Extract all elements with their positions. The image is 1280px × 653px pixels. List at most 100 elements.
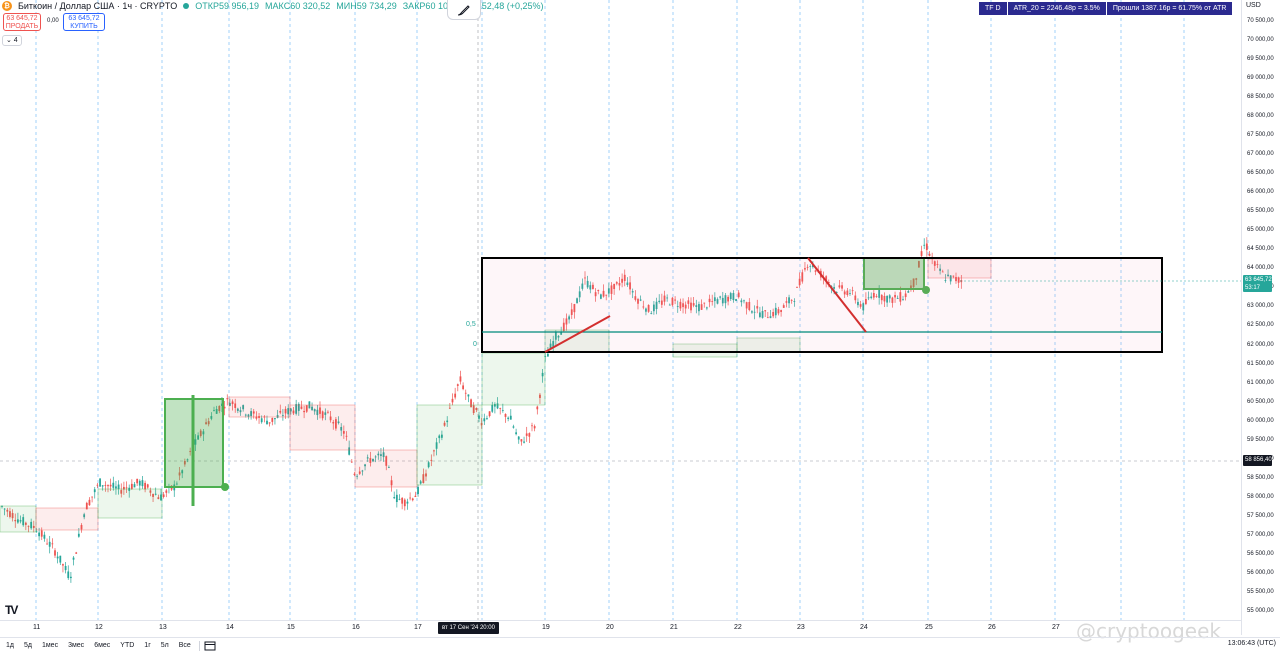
candle-body	[512, 426, 515, 428]
candle-body	[780, 310, 782, 312]
candle-body	[774, 307, 777, 316]
candle-body	[756, 306, 759, 309]
candle-body	[528, 433, 531, 437]
candle-body	[141, 480, 144, 487]
candle-body	[790, 299, 793, 301]
timeframe-button[interactable]: YTD	[120, 642, 135, 649]
candle-body	[419, 481, 422, 484]
candle-body	[509, 415, 512, 420]
candle-body	[936, 264, 939, 265]
timeframe-button[interactable]: 6мес	[94, 642, 111, 649]
candle-body	[833, 287, 835, 289]
utc-clock[interactable]: 13:06:43 (UTC)	[1227, 640, 1276, 647]
price-tick: 62 500,00	[1247, 322, 1274, 329]
candle-body	[117, 484, 120, 489]
buy-button[interactable]: 63 645,72 КУПИТЬ	[63, 13, 105, 31]
candle-body	[732, 293, 735, 301]
candle-body	[557, 336, 560, 338]
candle-body	[395, 494, 398, 503]
daily-range-box	[35, 507, 99, 531]
price-chart[interactable]	[0, 0, 1241, 620]
candle-body	[944, 280, 947, 281]
candle-body	[93, 489, 96, 493]
price-tick: 55 000,00	[1247, 607, 1274, 614]
candle-body	[947, 274, 949, 276]
daily-range-box	[354, 449, 418, 488]
candle-body	[759, 312, 761, 317]
timeframe-button[interactable]: 1д	[6, 642, 14, 649]
crosshair-time-tag: вт 17 Сен '24 20:00	[438, 622, 499, 634]
time-tick: 20	[606, 624, 614, 631]
date-range-icon[interactable]	[204, 641, 216, 651]
candle-body	[422, 474, 425, 484]
candle-body	[835, 292, 838, 293]
candle-body	[878, 289, 881, 298]
last-price: 63 645,72	[1245, 277, 1272, 283]
candle-body	[374, 456, 377, 458]
sell-button[interactable]: 63 645,72 ПРОДАТЬ	[3, 13, 41, 31]
candle-body	[335, 419, 337, 429]
ohlc-change: +152,48 (+0,25%)	[471, 1, 544, 11]
candle-body	[215, 409, 218, 414]
candle-body	[586, 280, 589, 288]
candle-body	[899, 292, 902, 302]
candle-body	[247, 414, 250, 417]
candle-body	[176, 483, 178, 485]
candle-body	[332, 422, 335, 424]
drawing-tool-button[interactable]	[447, 0, 481, 20]
currency-label[interactable]: USD	[1246, 2, 1261, 9]
candle-body	[197, 435, 199, 440]
candle-body	[202, 431, 205, 435]
candle-body	[292, 410, 295, 414]
candle-body	[923, 244, 926, 246]
candle-body	[205, 422, 207, 425]
symbol-title[interactable]: Биткоин / Доллар США · 1ч · CRYPTO	[18, 1, 178, 11]
timeframe-button[interactable]: 1мес	[41, 642, 59, 649]
candle-body	[676, 306, 679, 307]
candle-body	[576, 298, 578, 304]
tradingview-logo[interactable]: TV	[5, 603, 18, 617]
price-tick: 69 500,00	[1247, 56, 1274, 63]
candle-body	[115, 486, 117, 489]
candle-body	[356, 475, 358, 477]
candle-body	[663, 295, 666, 302]
price-tick: 66 000,00	[1247, 189, 1274, 196]
candle-body	[560, 331, 563, 335]
candle-body	[862, 303, 865, 311]
watermark: @cryptoogeek	[1076, 619, 1221, 643]
candle-body	[796, 287, 798, 288]
price-tick: 58 000,00	[1247, 493, 1274, 500]
timeframe-button[interactable]: Все	[178, 642, 191, 649]
timeframe-button[interactable]: 5д	[23, 642, 32, 649]
candle-body	[711, 301, 714, 302]
candle-body	[459, 376, 462, 382]
buy-price: 63 645,72	[68, 15, 100, 22]
candle-body	[531, 425, 533, 427]
candle-body	[128, 487, 131, 491]
candle-body	[745, 302, 748, 309]
candle-body	[313, 409, 316, 412]
candle-body	[165, 490, 168, 493]
timeframe-button[interactable]: 1г	[144, 642, 151, 649]
candle-body	[353, 473, 356, 475]
candle-body	[814, 270, 817, 272]
candle-body	[236, 408, 239, 411]
indicators-collapse-button[interactable]: ⌄ 4	[2, 35, 22, 46]
candle-body	[88, 499, 91, 506]
candle-body	[631, 291, 634, 293]
candle-body	[369, 458, 372, 463]
price-axis[interactable]	[1241, 0, 1280, 635]
time-tick: 23	[797, 624, 805, 631]
time-axis[interactable]	[0, 620, 1241, 635]
candle-body	[605, 294, 608, 296]
time-tick: 15	[287, 624, 295, 631]
candle-body	[411, 498, 414, 501]
candle-body	[748, 302, 751, 311]
timeframe-button[interactable]: 3мес	[68, 642, 85, 649]
price-tick: 68 500,00	[1247, 94, 1274, 101]
candle-body	[594, 292, 597, 297]
timeframe-button[interactable]: 5л	[160, 642, 169, 649]
marker-dot	[221, 483, 229, 491]
candle-body	[541, 372, 544, 377]
